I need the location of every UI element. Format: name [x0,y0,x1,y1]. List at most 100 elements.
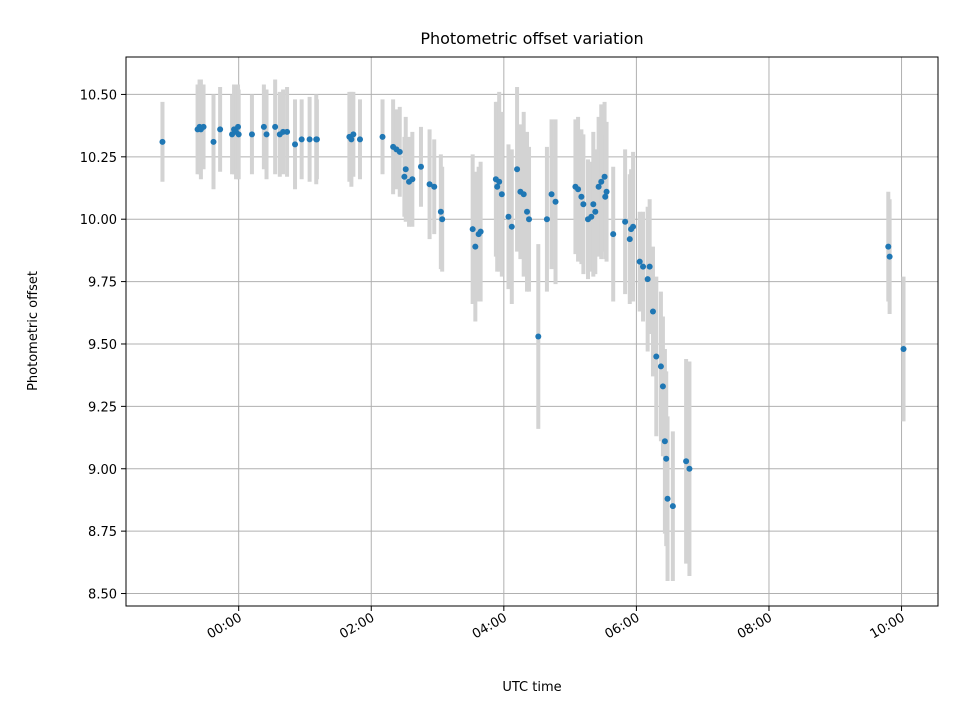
data-point [630,223,637,230]
data-point [644,276,651,283]
data-point [505,213,512,220]
data-point [437,208,444,215]
data-point [636,258,643,265]
data-point [263,131,270,138]
data-point [439,216,446,223]
data-point [472,243,479,250]
x-axis-ticks: 00:00 02:00 04:00 06:00 08:00 10:00 [205,606,908,642]
data-point [356,136,363,143]
data-point [663,455,670,462]
y-tick-label: 10.50 [80,88,117,103]
data-point [200,123,207,130]
data-point [649,308,656,315]
x-tick-label: 02:00 [337,610,377,642]
y-tick-label: 9.25 [88,400,117,415]
data-point [159,138,166,145]
data-point [603,188,610,195]
data-point [417,163,424,170]
data-point [298,136,305,143]
x-tick-label: 00:00 [205,610,245,642]
data-point [686,465,693,472]
data-point [469,226,476,233]
data-point [260,123,267,130]
data-point [526,216,533,223]
y-tick-label: 10.00 [80,213,117,228]
data-point [661,438,668,445]
data-point [659,383,666,390]
y-axis-ticks: 8.50 8.75 9.00 9.25 9.50 9.75 10.00 10.25 10.50 [80,88,126,603]
data-point [235,123,242,130]
data-point [653,353,660,360]
y-tick-label: 10.25 [80,151,117,166]
data-point [575,186,582,193]
errorbar-layer [160,79,906,582]
y-tick-label: 8.75 [88,525,117,540]
data-point [626,236,633,243]
data-point [496,178,503,185]
data-point [622,218,629,225]
data-point [886,253,893,260]
data-point [431,183,438,190]
data-point [284,128,291,135]
data-point [350,131,357,138]
data-point [396,148,403,155]
data-point [598,178,605,185]
data-point [646,263,653,270]
y-tick-label: 9.75 [88,276,117,291]
data-point [217,126,224,133]
data-point [669,503,676,510]
data-point [524,208,531,215]
data-point [657,363,664,370]
x-axis-label: UTC time [502,680,561,695]
y-tick-label: 9.00 [88,463,117,478]
data-point [590,201,597,208]
y-axis-label: Photometric offset [26,271,41,391]
data-point [683,458,690,465]
data-point [588,213,595,220]
data-point [885,243,892,250]
data-point [235,131,242,138]
data-point [664,495,671,502]
data-point [640,263,647,270]
data-point [306,136,313,143]
x-tick-label: 04:00 [470,610,510,642]
plot-frame [125,56,939,607]
data-point [592,208,599,215]
data-point [210,138,217,145]
data-point [401,173,408,180]
data-point [543,216,550,223]
data-point [409,176,416,183]
data-point [494,183,501,190]
data-point [514,166,521,173]
data-point [610,231,617,238]
y-tick-label: 8.50 [88,588,117,603]
data-point [508,223,515,230]
data-point [348,136,355,143]
data-point-layer [159,123,907,510]
y-tick-label: 9.50 [88,338,117,353]
x-tick-label: 10:00 [868,610,908,642]
data-point [477,228,484,235]
data-point [595,183,602,190]
data-point [248,131,255,138]
data-point [402,166,409,173]
data-point [520,191,527,198]
data-point [900,345,907,352]
data-point [272,123,279,130]
grid-layer [126,57,938,606]
data-point [601,173,608,180]
data-point [313,136,320,143]
x-tick-label: 06:00 [602,610,642,642]
data-point [548,191,555,198]
data-point [552,198,559,205]
data-point [535,333,542,340]
data-point [426,181,433,188]
data-point [379,133,386,140]
data-point [580,201,587,208]
data-point [498,191,505,198]
data-point [578,193,585,200]
data-point [292,141,299,148]
chart-title: Photometric offset variation [420,29,643,48]
x-tick-label: 08:00 [735,610,775,642]
